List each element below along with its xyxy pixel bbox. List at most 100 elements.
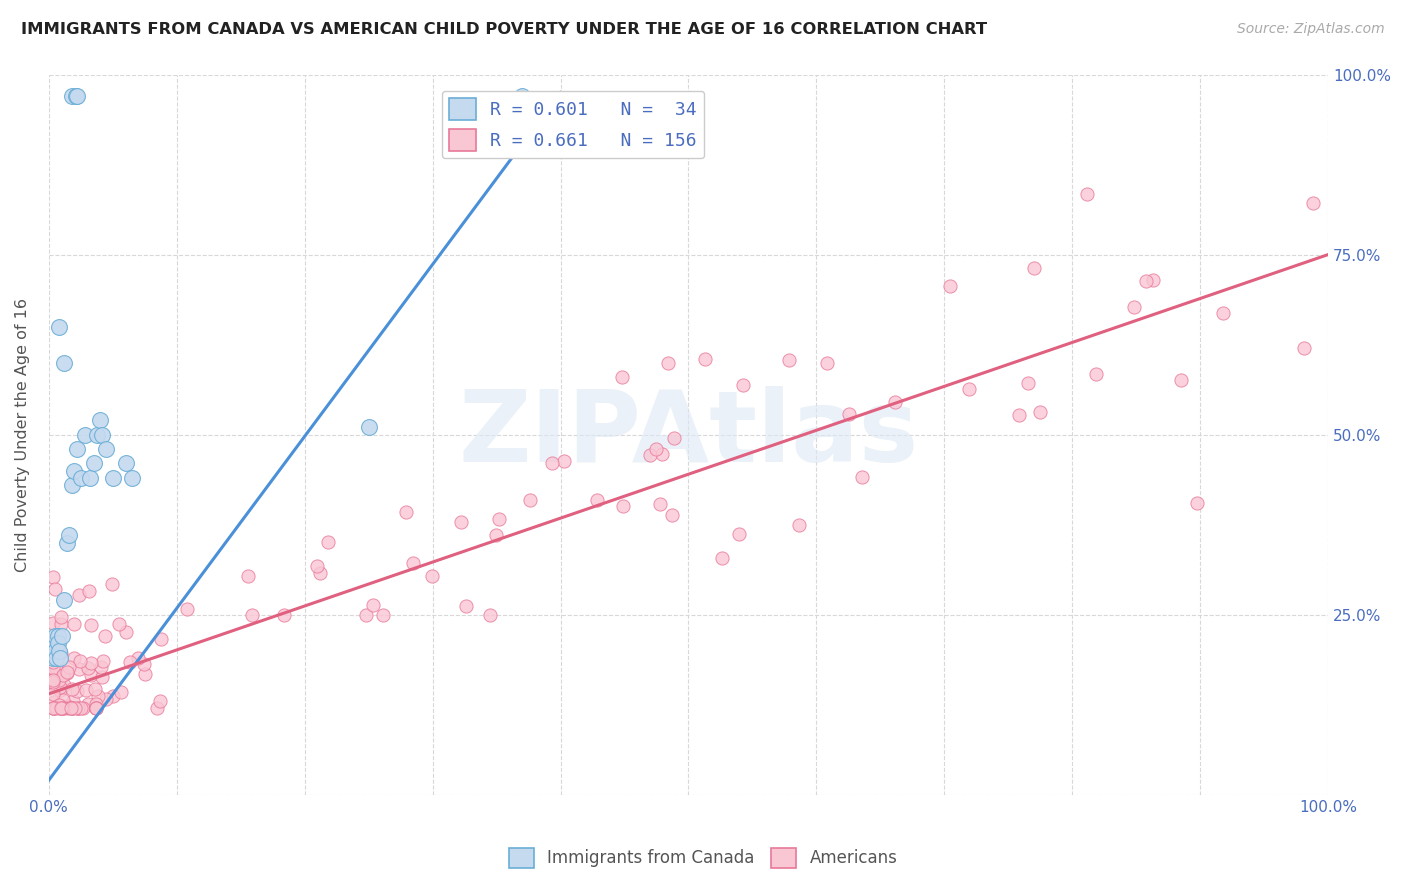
Point <box>693 352 716 367</box>
Point <box>478 607 501 622</box>
Point <box>91 654 114 668</box>
Point <box>86 697 108 711</box>
Point <box>731 377 754 392</box>
Point <box>60 701 83 715</box>
Point <box>41 674 63 689</box>
Point <box>585 492 607 507</box>
Point <box>55 535 77 549</box>
Point <box>49 682 72 697</box>
Point <box>1170 374 1192 388</box>
Point <box>121 471 143 485</box>
Point <box>86 427 108 442</box>
Point <box>73 427 96 442</box>
Point <box>661 508 683 523</box>
Point <box>356 607 378 622</box>
Point <box>1122 300 1144 314</box>
Point <box>519 493 541 508</box>
Point <box>69 471 91 485</box>
Point <box>127 651 149 665</box>
Point <box>402 556 425 570</box>
Point <box>60 701 83 715</box>
Point <box>42 687 65 701</box>
Point <box>62 694 84 708</box>
Point <box>67 663 90 677</box>
Legend: Immigrants from Canada, Americans: Immigrants from Canada, Americans <box>502 841 904 875</box>
Text: IMMIGRANTS FROM CANADA VS AMERICAN CHILD POVERTY UNDER THE AGE OF 16 CORRELATION: IMMIGRANTS FROM CANADA VS AMERICAN CHILD… <box>21 22 987 37</box>
Point <box>44 695 66 709</box>
Point <box>657 355 679 369</box>
Point <box>79 618 101 632</box>
Point <box>42 701 65 715</box>
Point <box>91 427 114 442</box>
Point <box>44 680 66 694</box>
Point <box>66 684 89 698</box>
Point <box>710 550 733 565</box>
Point <box>645 442 668 456</box>
Point <box>51 610 73 624</box>
Point <box>553 454 575 468</box>
Point <box>66 89 89 103</box>
Point <box>53 701 76 715</box>
Y-axis label: Child Poverty Under the Age of 16: Child Poverty Under the Age of 16 <box>15 298 30 572</box>
Point <box>149 632 172 647</box>
Point <box>957 382 980 396</box>
Point <box>454 599 477 613</box>
Point <box>69 654 91 668</box>
Point <box>450 515 472 529</box>
Point <box>838 407 860 421</box>
Point <box>1142 273 1164 287</box>
Point <box>52 701 75 715</box>
Point <box>101 471 124 485</box>
Point <box>778 353 800 368</box>
Point <box>72 701 94 715</box>
Point <box>114 624 136 639</box>
Point <box>45 660 67 674</box>
Point <box>488 512 510 526</box>
Point <box>1029 404 1052 418</box>
Point <box>114 457 136 471</box>
Point <box>67 701 90 715</box>
Point <box>51 646 73 660</box>
Point <box>60 478 83 492</box>
Point <box>49 617 72 632</box>
Point <box>87 690 110 704</box>
Point <box>46 636 69 650</box>
Point <box>59 701 82 715</box>
Point <box>41 673 63 688</box>
Point <box>53 593 76 607</box>
Point <box>145 701 167 715</box>
Point <box>485 527 508 541</box>
Point <box>56 698 79 713</box>
Point <box>49 701 72 715</box>
Point <box>787 518 810 533</box>
Point <box>59 701 82 715</box>
Point <box>90 670 112 684</box>
Point <box>77 584 100 599</box>
Point <box>176 602 198 616</box>
Point <box>361 599 384 613</box>
Point <box>46 629 69 643</box>
Point <box>63 650 86 665</box>
Point <box>612 499 634 513</box>
Point <box>58 660 80 674</box>
Point <box>851 469 873 483</box>
Point <box>648 497 671 511</box>
Point <box>41 655 63 669</box>
Point <box>41 570 63 584</box>
Point <box>84 701 107 715</box>
Point <box>1294 342 1316 356</box>
Point <box>357 420 380 434</box>
Point <box>45 700 67 714</box>
Point <box>41 701 63 715</box>
Point <box>1212 305 1234 319</box>
Point <box>48 319 70 334</box>
Point <box>510 89 533 103</box>
Point <box>727 527 749 541</box>
Point <box>52 668 75 682</box>
Point <box>132 657 155 672</box>
Point <box>44 640 66 654</box>
Point <box>56 666 79 681</box>
Point <box>651 447 673 461</box>
Point <box>63 701 86 715</box>
Point <box>422 569 444 583</box>
